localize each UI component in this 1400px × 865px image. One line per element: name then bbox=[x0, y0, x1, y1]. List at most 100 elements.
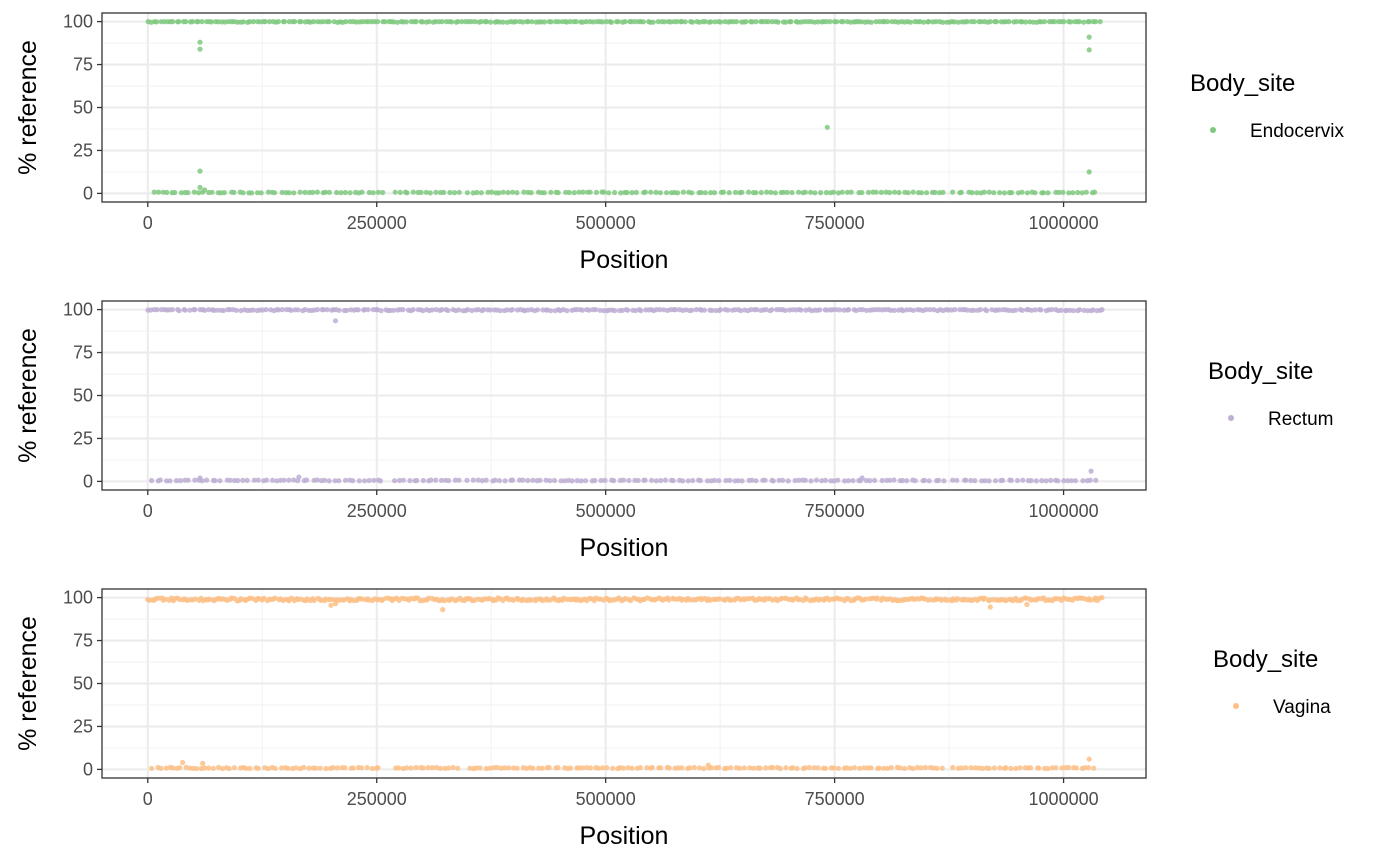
data-point bbox=[456, 477, 462, 483]
data-point bbox=[997, 765, 1003, 771]
data-point bbox=[344, 307, 350, 313]
x-axis-title: Position bbox=[580, 246, 669, 274]
data-point bbox=[472, 19, 478, 25]
data-point bbox=[418, 189, 424, 195]
legend-key bbox=[1233, 703, 1239, 709]
series-points-rectum bbox=[145, 307, 1105, 484]
data-point bbox=[464, 477, 470, 483]
data-point bbox=[464, 190, 470, 196]
data-point bbox=[653, 189, 659, 195]
data-point bbox=[293, 765, 299, 771]
data-point bbox=[1076, 19, 1082, 25]
data-point bbox=[603, 19, 610, 25]
data-point bbox=[933, 19, 939, 25]
data-point bbox=[682, 19, 688, 25]
data-point bbox=[1019, 189, 1025, 195]
data-point bbox=[923, 307, 929, 313]
data-point bbox=[514, 190, 520, 196]
data-point bbox=[197, 475, 203, 481]
y-tick-label: 0 bbox=[83, 759, 93, 779]
data-point bbox=[992, 478, 999, 484]
data-point bbox=[892, 189, 898, 195]
data-point bbox=[272, 595, 278, 601]
data-point bbox=[392, 189, 398, 195]
legend-key bbox=[1210, 127, 1216, 133]
data-point bbox=[727, 477, 733, 483]
data-point bbox=[172, 189, 178, 196]
data-point bbox=[176, 308, 182, 314]
data-point bbox=[818, 190, 824, 196]
data-point bbox=[397, 189, 403, 195]
data-point bbox=[326, 478, 332, 484]
data-point bbox=[447, 189, 453, 196]
data-point bbox=[314, 189, 320, 195]
data-point bbox=[487, 19, 494, 25]
data-point bbox=[520, 477, 526, 483]
data-point bbox=[281, 19, 287, 25]
data-point bbox=[342, 189, 348, 196]
data-point bbox=[366, 477, 372, 484]
data-point bbox=[178, 190, 185, 196]
data-point bbox=[279, 765, 285, 771]
panel-rectum: 0 250000 500000 750000 1000000 0 25 50 75 100 Posi… bbox=[14, 300, 1333, 562]
data-point bbox=[583, 19, 589, 25]
data-point bbox=[521, 189, 527, 195]
data-point bbox=[478, 190, 484, 196]
data-point bbox=[622, 19, 628, 25]
data-point bbox=[618, 190, 624, 196]
data-point bbox=[739, 189, 745, 195]
data-point bbox=[240, 477, 246, 483]
data-point bbox=[784, 189, 790, 195]
series-points-endocervix bbox=[145, 19, 1103, 196]
data-point bbox=[612, 189, 618, 196]
data-point bbox=[724, 765, 730, 771]
data-point bbox=[754, 307, 760, 313]
data-point bbox=[509, 307, 515, 313]
y-axis-title: % reference bbox=[14, 40, 42, 175]
data-point bbox=[455, 765, 461, 771]
series-points-vagina bbox=[145, 595, 1105, 772]
data-point bbox=[547, 478, 553, 484]
data-point bbox=[250, 307, 256, 313]
data-point bbox=[465, 307, 471, 313]
panel-vagina: 0 250000 500000 750000 1000000 0 25 50 75 100 Posi… bbox=[14, 588, 1331, 850]
data-point bbox=[701, 765, 707, 772]
data-point bbox=[619, 307, 625, 313]
data-point bbox=[737, 765, 743, 771]
data-point bbox=[1067, 19, 1074, 25]
data-point bbox=[281, 477, 287, 483]
data-point bbox=[285, 765, 291, 771]
data-point bbox=[666, 765, 672, 771]
data-point bbox=[1049, 307, 1055, 313]
data-point bbox=[775, 19, 781, 25]
data-point bbox=[753, 190, 759, 196]
data-point bbox=[247, 19, 253, 25]
data-point bbox=[912, 478, 918, 484]
x-tick-label: 250000 bbox=[347, 789, 407, 809]
data-point bbox=[725, 307, 731, 313]
data-point bbox=[969, 190, 975, 196]
data-point bbox=[475, 477, 481, 483]
data-point bbox=[717, 307, 724, 313]
data-point bbox=[1061, 19, 1067, 25]
data-point bbox=[785, 478, 791, 484]
data-point bbox=[407, 478, 413, 484]
data-point bbox=[1070, 308, 1077, 314]
data-point bbox=[822, 477, 829, 483]
data-point bbox=[702, 190, 708, 196]
data-point bbox=[494, 764, 500, 771]
data-point bbox=[850, 478, 856, 484]
data-point bbox=[1041, 19, 1048, 25]
data-point bbox=[921, 19, 927, 25]
data-point bbox=[879, 477, 885, 484]
data-point bbox=[272, 190, 278, 196]
data-point bbox=[950, 764, 956, 771]
data-point bbox=[955, 19, 961, 25]
y-tick-label: 75 bbox=[73, 343, 93, 363]
data-point bbox=[907, 19, 914, 25]
data-point bbox=[991, 765, 997, 771]
legend-title: Body_site bbox=[1213, 646, 1318, 673]
data-point bbox=[343, 19, 349, 25]
data-point bbox=[164, 189, 170, 195]
data-point bbox=[963, 765, 969, 771]
